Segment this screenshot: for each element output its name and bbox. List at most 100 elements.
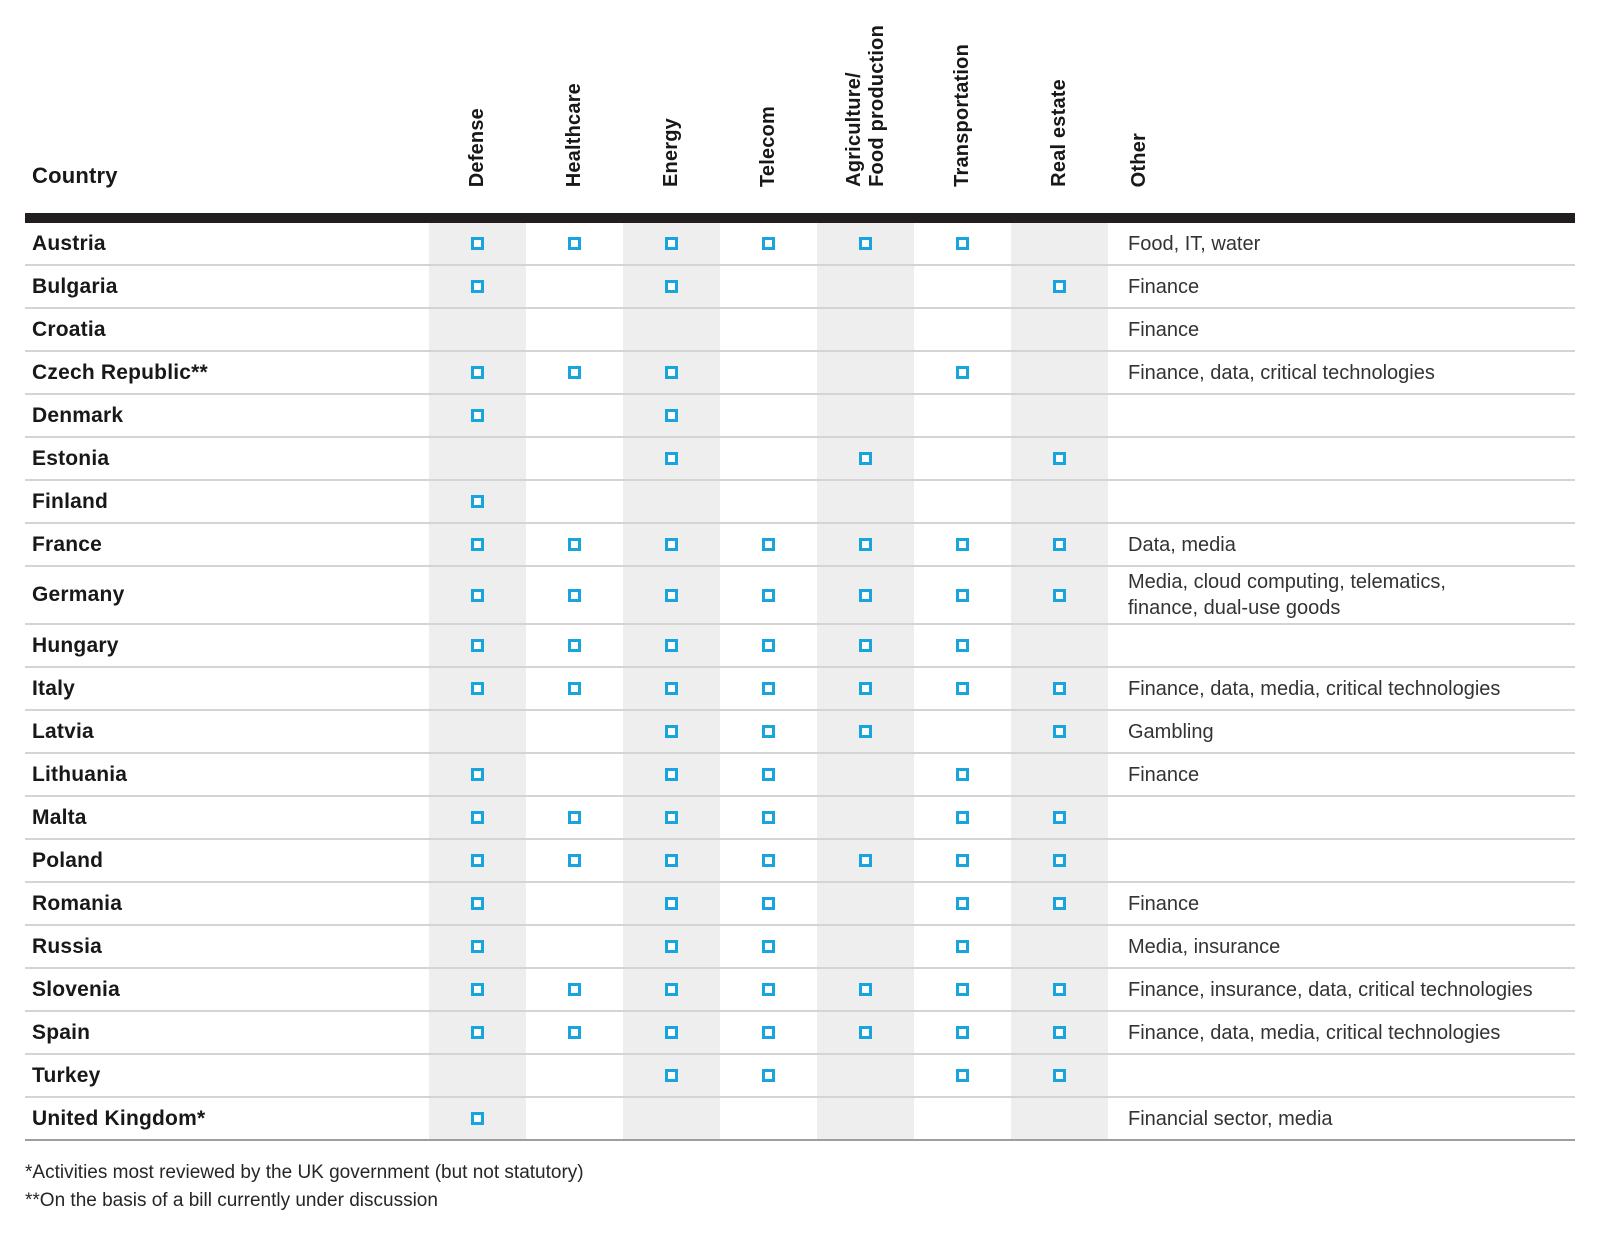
sector-checkbox-icon	[1053, 854, 1066, 867]
sector-cell-defense	[429, 352, 526, 393]
sector-checkbox-icon	[762, 639, 775, 652]
sector-checkbox-icon	[665, 280, 678, 293]
table-row: France Data, media	[25, 524, 1575, 567]
sector-checkbox-icon	[956, 811, 969, 824]
sector-checkbox-icon	[1053, 725, 1066, 738]
sector-cell-defense	[429, 567, 526, 623]
sector-checkbox-icon	[1053, 897, 1066, 910]
sector-cell-real-estate	[1011, 754, 1108, 795]
other-sectors-text: Data, media	[1128, 533, 1236, 556]
sector-checkbox-icon	[471, 1112, 484, 1125]
sector-cell-defense	[429, 926, 526, 967]
column-header-other-label: Other	[1128, 132, 1150, 187]
table-row: Czech Republic** Finance, data, critical …	[25, 352, 1575, 395]
sector-cell-real-estate	[1011, 567, 1108, 623]
sector-cell-telecom	[720, 926, 817, 967]
sector-cell-transportation	[914, 926, 1011, 967]
country-label: Spain	[32, 1020, 91, 1044]
other-sectors-text: Media, cloud computing, telematics, fina…	[1128, 571, 1446, 619]
sector-checkbox-icon	[859, 1026, 872, 1039]
sector-cell-defense	[429, 883, 526, 924]
sector-cell-defense	[429, 840, 526, 881]
sector-checkbox-icon	[956, 897, 969, 910]
sector-cell-transportation	[914, 266, 1011, 307]
sector-cell-agriculture-food-production	[817, 309, 914, 350]
sector-cell-healthcare	[526, 309, 623, 350]
footnote-bill: **On the basis of a bill currently under…	[25, 1190, 438, 1211]
column-header-defense-label: Defense	[466, 107, 488, 187]
sector-cell-real-estate	[1011, 840, 1108, 881]
column-header-other: Other	[1108, 0, 1575, 213]
table-row: Denmark	[25, 395, 1575, 438]
sector-cell-energy	[623, 223, 720, 264]
country-label: Germany	[32, 583, 125, 606]
sector-cell-agriculture-food-production	[817, 567, 914, 623]
sector-cell-healthcare	[526, 352, 623, 393]
sector-cell-telecom	[720, 711, 817, 752]
sector-checkbox-icon	[762, 588, 775, 602]
sector-checkbox-icon	[859, 682, 872, 695]
sector-cell-agriculture-food-production	[817, 1055, 914, 1096]
country-label: Russia	[32, 934, 103, 958]
column-header-agriculture-food-production: Agriculture/ Food production	[817, 0, 914, 213]
sector-checkbox-icon	[665, 237, 678, 250]
country-label: Lithuania	[32, 762, 128, 786]
sector-cell-telecom	[720, 223, 817, 264]
sector-checkbox-icon	[1053, 452, 1066, 465]
other-sectors-text	[1108, 840, 1575, 881]
sector-checkbox-icon	[1053, 588, 1066, 602]
sector-checkbox-icon	[762, 682, 775, 695]
sector-cell-telecom	[720, 754, 817, 795]
sector-cell-telecom	[720, 1012, 817, 1053]
sector-cell-telecom	[720, 1098, 817, 1139]
sector-checkbox-icon	[665, 1069, 678, 1082]
other-sectors-text: Finance, insurance, data, critical techn…	[1128, 978, 1533, 1001]
sector-cell-real-estate	[1011, 969, 1108, 1010]
other-sectors-text: Food, IT, water	[1128, 232, 1261, 255]
sector-cell-telecom	[720, 797, 817, 838]
sector-cell-defense	[429, 1098, 526, 1139]
sector-checkbox-icon	[956, 1069, 969, 1082]
sector-cell-real-estate	[1011, 797, 1108, 838]
sector-cell-agriculture-food-production	[817, 625, 914, 666]
sector-checkbox-icon	[665, 639, 678, 652]
sector-checkbox-icon	[665, 366, 678, 379]
sector-checkbox-icon	[956, 1026, 969, 1039]
country-label: Croatia	[32, 317, 106, 341]
sector-checkbox-icon	[568, 854, 581, 867]
sector-cell-healthcare	[526, 567, 623, 623]
sector-cell-telecom	[720, 266, 817, 307]
sector-checkbox-icon	[568, 366, 581, 379]
column-header-country-label: Country	[32, 163, 118, 188]
sector-cell-agriculture-food-production	[817, 223, 914, 264]
sector-checkbox-icon	[762, 811, 775, 824]
sector-checkbox-icon	[665, 897, 678, 910]
other-sectors-text: Financial sector, media	[1128, 1107, 1333, 1130]
sector-cell-healthcare	[526, 668, 623, 709]
sector-cell-transportation	[914, 754, 1011, 795]
sector-checkbox-icon	[568, 639, 581, 652]
sector-cell-healthcare	[526, 1012, 623, 1053]
sector-checkbox-icon	[956, 237, 969, 250]
sector-cell-healthcare	[526, 754, 623, 795]
sector-cell-agriculture-food-production	[817, 266, 914, 307]
country-label: Turkey	[32, 1063, 101, 1087]
sector-cell-defense	[429, 754, 526, 795]
sector-checkbox-icon	[665, 854, 678, 867]
sector-checkbox-icon	[762, 538, 775, 551]
sector-checkbox-icon	[568, 811, 581, 824]
sector-cell-agriculture-food-production	[817, 883, 914, 924]
sector-cell-defense	[429, 668, 526, 709]
table-row: Croatia Finance	[25, 309, 1575, 352]
sector-checkbox-icon	[471, 682, 484, 695]
sector-checkbox-icon	[859, 854, 872, 867]
sector-cell-telecom	[720, 524, 817, 565]
sector-cell-telecom	[720, 883, 817, 924]
sector-checkbox-icon	[859, 452, 872, 465]
column-header-defense: Defense	[429, 0, 526, 213]
sector-checkbox-icon	[1053, 682, 1066, 695]
sector-checkbox-icon	[956, 682, 969, 695]
sector-checkbox-icon	[665, 538, 678, 551]
sector-checkbox-icon	[1053, 1069, 1066, 1082]
sector-cell-agriculture-food-production	[817, 840, 914, 881]
